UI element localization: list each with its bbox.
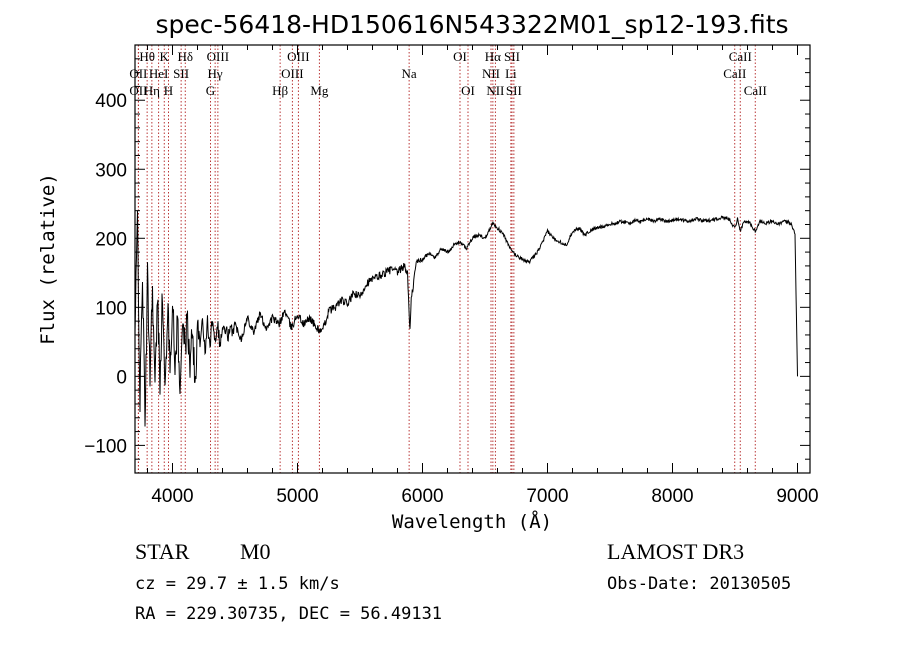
spectral-line-label: H — [164, 83, 173, 98]
spectral-line-label: Hβ — [272, 83, 288, 98]
x-tick-label: 6000 — [401, 486, 443, 507]
y-axis-ticks: −100 0 100 200 300 400 — [84, 44, 810, 460]
spectral-line-label: Hη — [144, 83, 160, 98]
plot-frame — [134, 44, 811, 474]
spectral-line-label: OI — [461, 83, 475, 98]
x-tick-label: 4000 — [151, 486, 193, 507]
redshift-readout: cz = 29.7 ± 1.5 km/s — [135, 574, 340, 594]
object-subclass: M0 — [240, 539, 271, 564]
x-tick-label: 5000 — [276, 486, 318, 507]
spectral-line-labels: HθOIIOIIHηHeIKHSIIHδGHγOIIIHβOIIIOIIIMgN… — [129, 49, 766, 98]
spectral-line-label: Li — [505, 66, 517, 81]
y-tick-label: 400 — [95, 91, 127, 112]
spectral-line-label: NII — [486, 83, 504, 98]
y-tick-label: 200 — [95, 229, 127, 250]
x-tick-label: 9000 — [776, 486, 818, 507]
spectral-line-label: OIII — [207, 49, 229, 64]
y-tick-label: −100 — [84, 436, 127, 457]
chart-title: spec-56418-HD150616N543322M01_sp12-193.f… — [155, 10, 788, 39]
y-tick-label: 0 — [116, 367, 127, 388]
spectral-line-label: CaII — [723, 66, 746, 81]
survey-name: LAMOST DR3 — [607, 539, 744, 564]
spectral-line-label: OII — [129, 83, 147, 98]
spectral-line-label: Hγ — [208, 66, 223, 81]
spectrum-series — [134, 210, 798, 427]
spectral-line-label: NII — [482, 66, 500, 81]
spectral-line-label: OIII — [281, 66, 303, 81]
spectral-line-label: HeI — [149, 66, 169, 81]
observation-date: Obs-Date: 20130505 — [607, 574, 791, 594]
spectral-line-label: OII — [129, 66, 147, 81]
spectral-line-label: Hθ — [139, 49, 155, 64]
spectral-line-label: CaII — [729, 49, 752, 64]
y-tick-label: 100 — [95, 298, 127, 319]
y-axis-label: Flux (relative) — [37, 173, 59, 345]
x-tick-label: 8000 — [651, 486, 693, 507]
spectral-line-label: SII — [506, 83, 522, 98]
x-axis-ticks: 4000 5000 6000 7000 8000 9000 — [147, 45, 819, 507]
spectral-line-markers — [137, 45, 756, 473]
spectral-line-label: SII — [504, 49, 520, 64]
x-axis-label: Wavelength (Å) — [392, 510, 552, 533]
spectral-line-label: Mg — [310, 83, 329, 98]
spectral-line-label: K — [160, 49, 170, 64]
spectral-line-label: OIII — [287, 49, 309, 64]
x-tick-label: 7000 — [526, 486, 568, 507]
spectral-line-label: G — [206, 83, 215, 98]
spectral-line-label: SII — [173, 66, 189, 81]
spectral-line-label: CaII — [744, 83, 767, 98]
coordinates-readout: RA = 229.30735, DEC = 56.49131 — [135, 604, 442, 624]
spectral-line-label: OI — [453, 49, 467, 64]
spectral-line-label: Hα — [485, 49, 501, 64]
y-tick-label: 300 — [95, 160, 127, 181]
spectral-line-label: Na — [402, 66, 417, 81]
spectrum-line — [134, 210, 798, 427]
object-class: STAR — [135, 539, 190, 564]
spectral-line-label: Hδ — [177, 49, 193, 64]
